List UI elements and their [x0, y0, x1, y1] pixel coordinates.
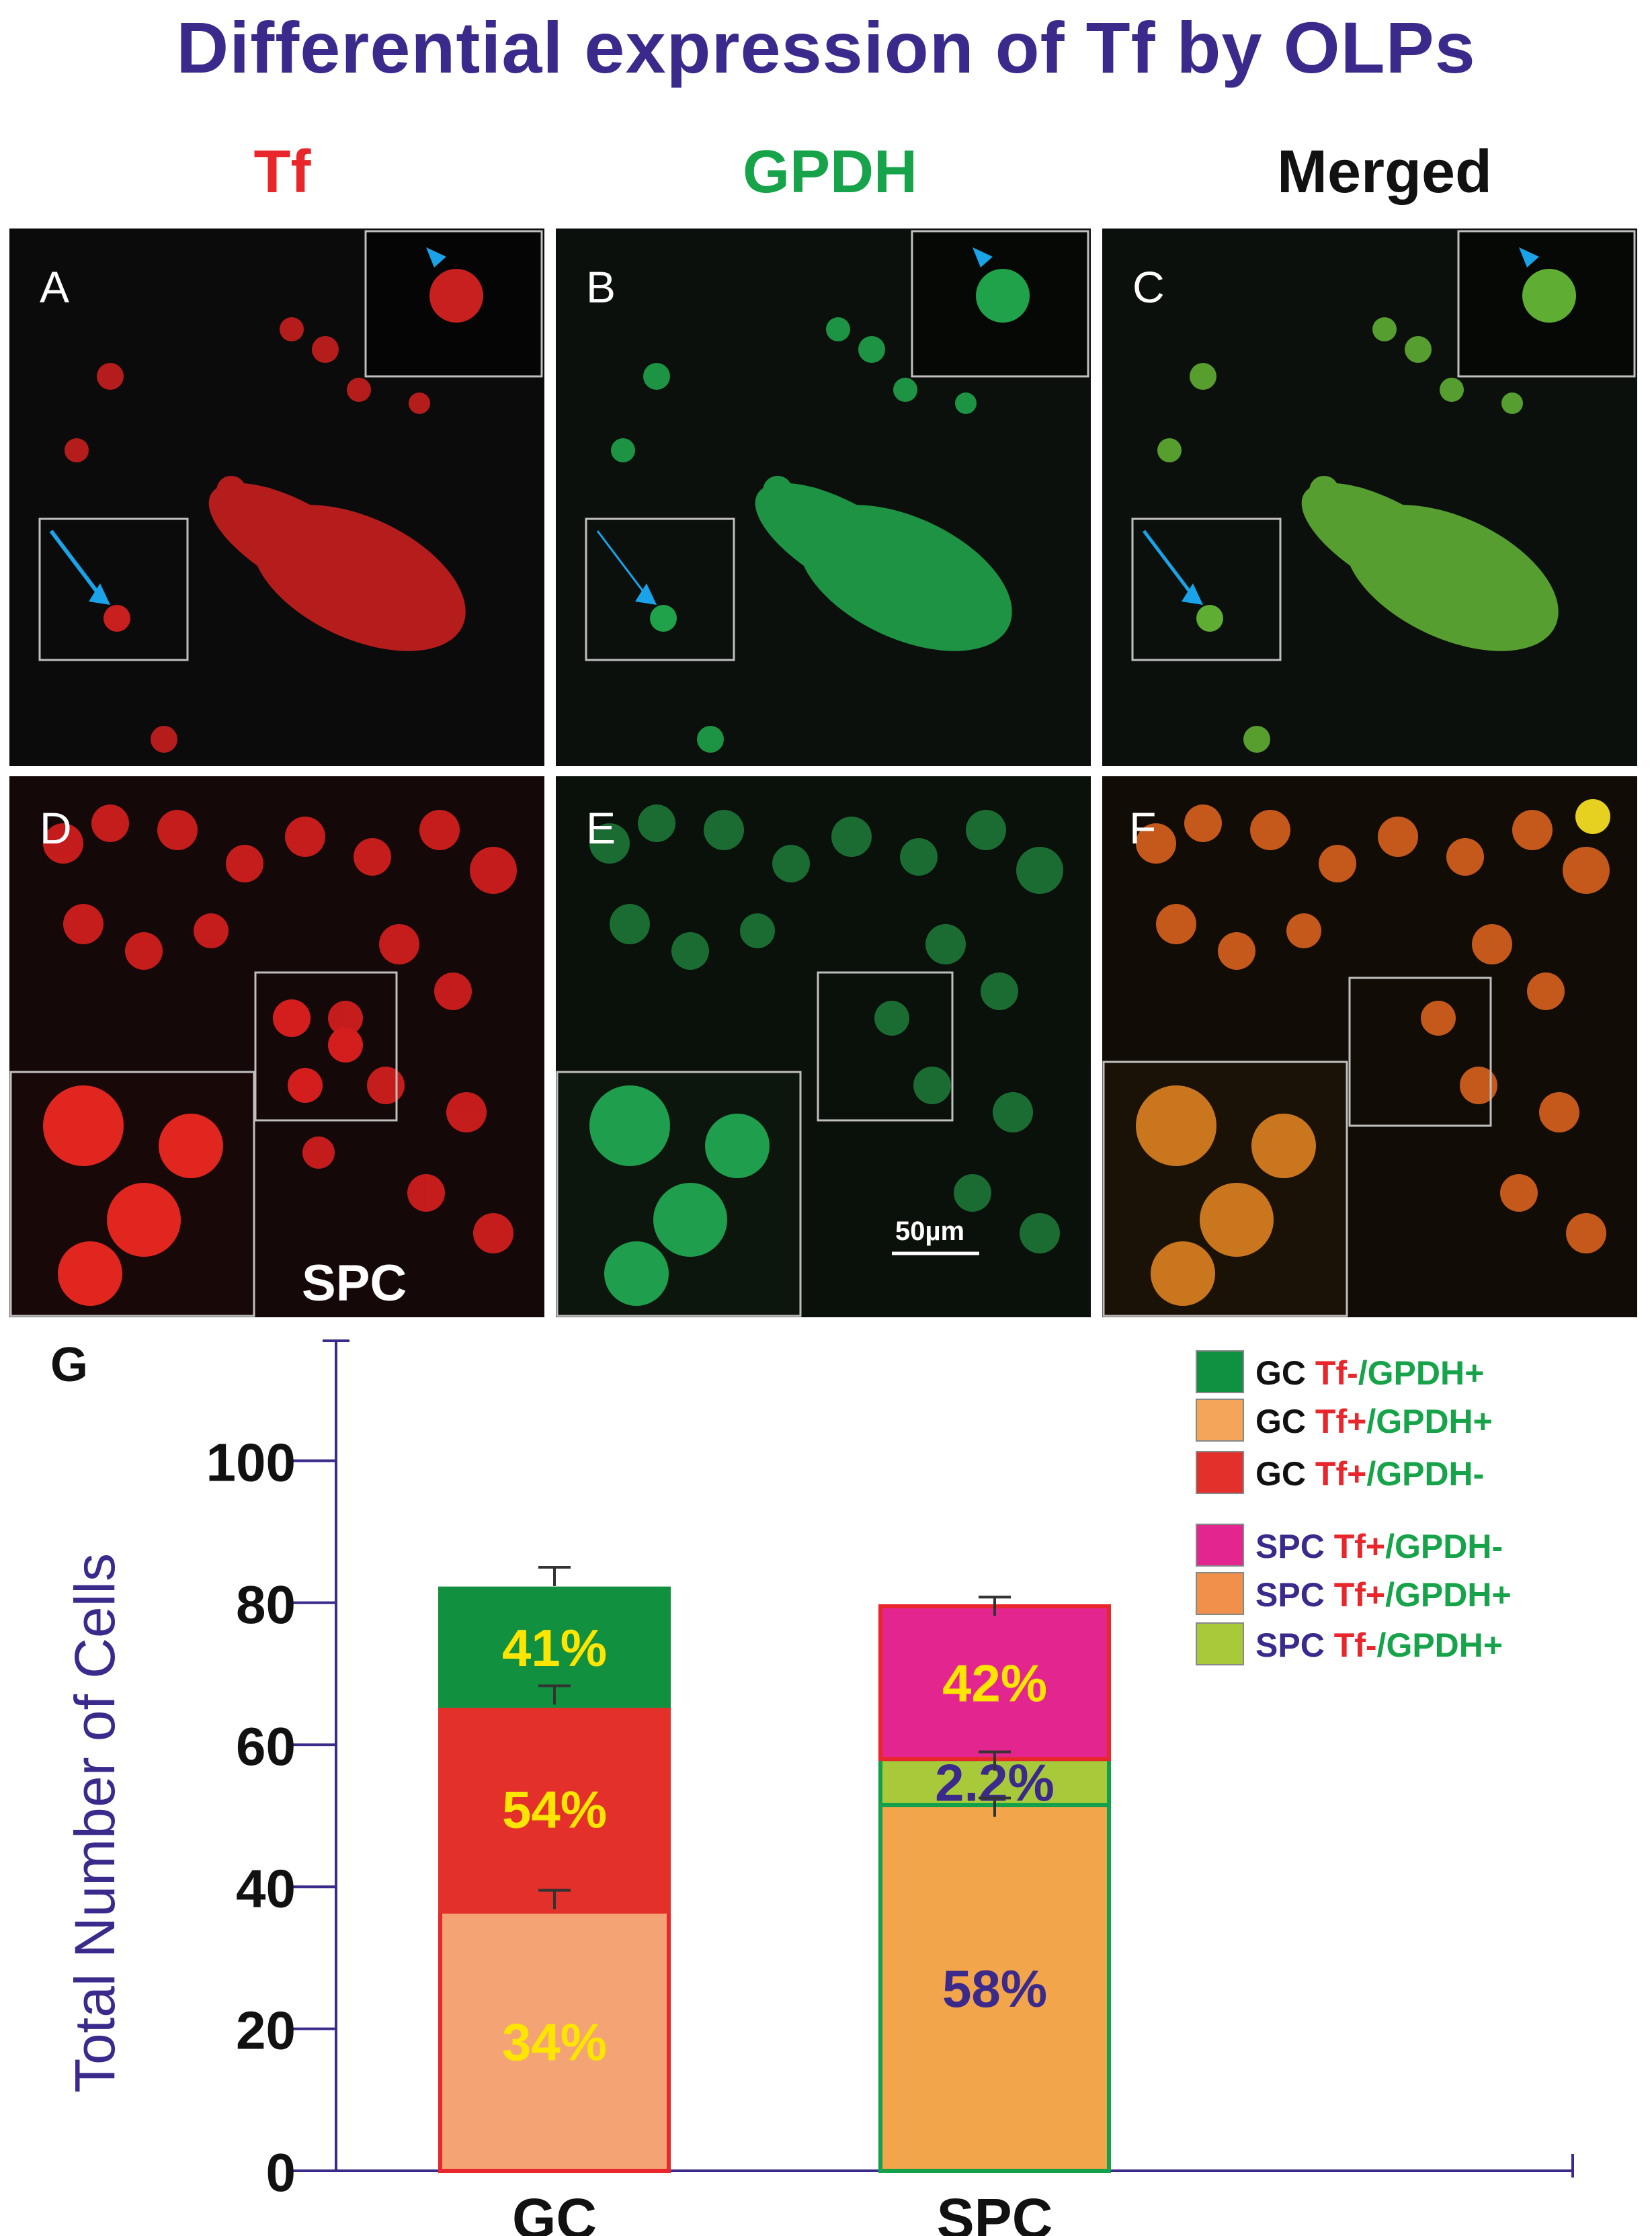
panel-b: B — [556, 229, 1091, 766]
panel-f: F — [1102, 776, 1637, 1317]
bar-segment-label: 54% — [502, 1780, 607, 1839]
bar-segment-label: 34% — [502, 2012, 607, 2071]
panel-b-letter: B — [586, 262, 616, 312]
legend-item: GC Tf-/GPDH+ — [1255, 1354, 1484, 1392]
figure-title: Differential expression of Tf by OLPs — [176, 7, 1476, 88]
bar-segment — [878, 1803, 1111, 2173]
legend-item: SPC Tf+/GPDH- — [1255, 1528, 1503, 1565]
panel-g-letter: G — [50, 1338, 88, 1392]
legend-swatch — [1196, 1399, 1244, 1442]
y-tick-label: 60 — [236, 1716, 296, 1776]
panel-a-letter: A — [40, 262, 69, 312]
legend-swatch — [1196, 1572, 1244, 1615]
panel-d: D SPC — [9, 776, 544, 1317]
y-tick-label: 0 — [266, 2143, 296, 2202]
legend-item: GC Tf+/GPDH+ — [1255, 1403, 1493, 1440]
panel-g-chart: G 0 20 40 60 80 100 Total Number of Cells 34% 54%… — [50, 1338, 1574, 2236]
y-axis-label: Total Number of Cells — [63, 1553, 126, 2093]
bar-segment-label: 58% — [942, 1959, 1047, 2018]
y-tick-label: 20 — [236, 2001, 296, 2061]
legend-swatch — [1196, 1524, 1244, 1567]
panel-f-letter: F — [1129, 803, 1156, 853]
panel-e-letter: E — [586, 803, 616, 853]
column-header-gpdh: GPDH — [742, 138, 918, 206]
panel-e: E 50µm — [556, 776, 1091, 1317]
panel-a: A — [9, 229, 544, 766]
y-tick-label: 80 — [236, 1575, 296, 1634]
legend-swatch — [1196, 1451, 1244, 1494]
x-tick-label: GC — [512, 2187, 597, 2236]
y-tick-label: 40 — [236, 1858, 296, 1918]
legend-item: SPC Tf+/GPDH+ — [1255, 1576, 1512, 1614]
column-header-merged: Merged — [1276, 138, 1493, 206]
bar-segment-label: 41% — [502, 1618, 607, 1678]
panel-c: C — [1102, 229, 1637, 766]
x-tick-label: SPC — [937, 2187, 1053, 2236]
panel-d-letter: D — [40, 803, 72, 853]
bar-segment-label: 42% — [942, 1654, 1047, 1713]
legend-swatch — [1196, 1350, 1244, 1393]
bar-segment — [878, 1604, 1111, 1762]
legend-swatch — [1196, 1622, 1244, 1665]
bar-segment — [438, 1703, 671, 1914]
y-tick-label: 100 — [206, 1432, 296, 1492]
panel-c-letter: C — [1132, 262, 1165, 312]
legend-item: GC Tf+/GPDH- — [1255, 1455, 1484, 1493]
column-header-tf: Tf — [253, 138, 311, 206]
scale-bar-label: 50µm — [895, 1216, 964, 1246]
panel-d-spc-label: SPC — [302, 1255, 407, 1312]
bar-segment — [438, 1909, 671, 2173]
legend-item: SPC Tf-/GPDH+ — [1255, 1626, 1503, 1664]
